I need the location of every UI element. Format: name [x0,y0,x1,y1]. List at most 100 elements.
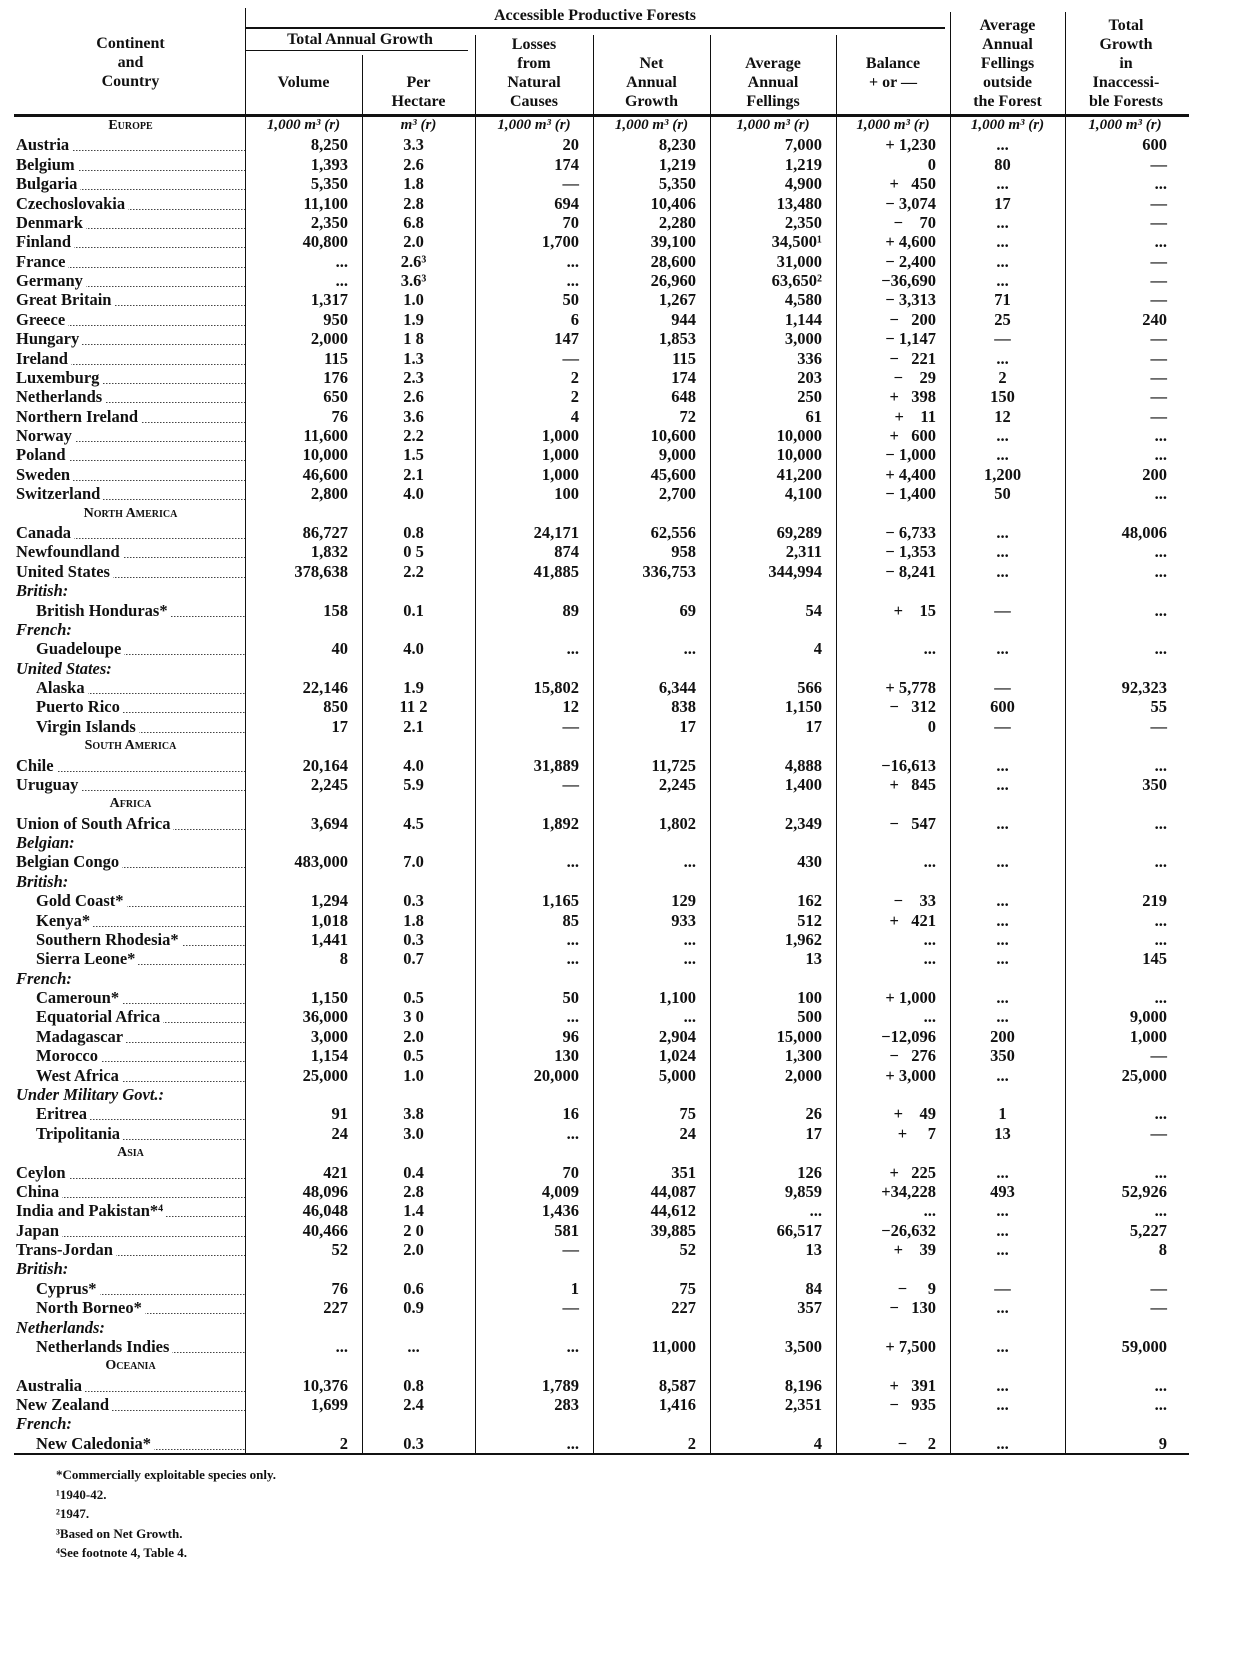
net-growth-cell: 2,700 [658,484,696,504]
country-cell: Equatorial Africa [36,1007,245,1027]
country-cell: Canada [16,522,245,542]
losses-cell: 31,889 [533,755,579,775]
country-name: Alaska [36,678,88,698]
table-row: Switzerland 2,800 4.0 100 2,700 4,100 − 1,400 5… [0,484,1200,504]
balance-cell: −16,613 [881,755,936,775]
header-text: ble Forests [1089,93,1163,110]
balance-cell: + 225 [889,1162,936,1182]
volume-cell: 2,800 [310,484,348,504]
table-row: Puerto Rico 850 11 2 12 838 1,150 − 312 600 55 [0,697,1200,717]
country-cell: Kenya* [36,910,245,930]
country-name: Switzerland [16,484,104,504]
fellings-cell: 8,196 [784,1375,822,1395]
footnote: ⁴See footnote 4, Table 4. [56,1545,188,1560]
volume-cell: 850 [323,697,348,717]
group-row: British: [0,872,1200,891]
volume-cell: 1,441 [310,929,348,949]
column-line [245,8,246,1453]
fellings-cell: 1,400 [784,774,822,794]
outside-fellings-cell: 1 [998,1104,1007,1124]
balance-cell: ... [923,929,936,949]
net-growth-cell: 11,725 [651,755,696,775]
table-row: Eritrea 91 3.8 16 75 26 + 49 1... [0,1104,1200,1124]
balance-cell: + 421 [889,910,936,930]
country-name: Norway [16,426,75,446]
inaccessible-growth-cell: 240 [1142,309,1167,329]
losses-cell: ... [566,639,579,659]
inaccessible-growth-cell: 145 [1142,949,1167,969]
fellings-cell: 63,650² [771,271,822,291]
inaccessible-growth-cell: — [1150,329,1168,349]
outside-fellings-cell: ... [996,813,1009,833]
per-hectare-cell: 0.5 [403,1046,424,1066]
country-name: Finland [16,232,75,252]
per-hectare-cell: 0.9 [403,1298,424,1318]
table-row: Hungary 2,000 1 8 147 1,853 3,000 − 1,147 — — [0,329,1200,349]
balance-cell: 0 [927,154,936,174]
volume-cell: 10,000 [302,445,348,465]
outside-fellings-cell: 50 [994,484,1011,504]
inaccessible-growth-cell: ... [1154,1162,1167,1182]
table-row: New Zealand 1,699 2.4 283 1,416 2,351 − 935...… [0,1395,1200,1415]
fellings-cell: 2,000 [784,1065,822,1085]
losses-cell: ... [566,271,579,291]
table-row: Ireland 115 1.3 — 115 336 − 221... — [0,348,1200,368]
net-growth-cell: 129 [671,891,696,911]
header-text: Balance [865,55,921,72]
losses-cell: — [562,716,580,736]
fellings-cell: 3,000 [784,329,822,349]
outside-fellings-cell: 80 [994,154,1011,174]
volume-cell: 40 [331,639,349,659]
inaccessible-growth-cell: — [1150,271,1168,291]
inaccessible-growth-cell: 219 [1142,891,1167,911]
country-cell: Denmark [16,212,245,232]
balance-cell: + 7 [897,1123,936,1143]
table-row: Norway 11,600 2.2 1,000 10,600 10,000 + 600...… [0,426,1200,446]
inaccessible-growth-cell: — [1150,193,1168,213]
inaccessible-growth-cell: — [1150,716,1168,736]
header-text: Growth [624,93,679,110]
per-hectare-cell: 7.0 [403,852,424,872]
outside-fellings-cell: ... [996,251,1009,271]
country-cell: West Africa [36,1065,245,1085]
country-cell: Bulgaria [16,174,245,194]
country-name: Belgium [16,154,78,174]
outside-fellings-cell: 493 [990,1181,1015,1201]
per-hectare-cell: 3.8 [403,1104,424,1124]
header-volume: Volume [277,74,330,91]
per-hectare-cell: 2.3 [403,367,424,387]
country-name: Belgian Congo [16,852,123,872]
outside-fellings-cell: ... [996,1220,1009,1240]
outside-fellings-cell: 600 [990,697,1015,717]
inaccessible-growth-cell: 5,227 [1129,1220,1167,1240]
fellings-cell: 13 [805,949,823,969]
volume-cell: 5,350 [310,174,348,194]
fellings-cell: 15,000 [776,1026,822,1046]
country-cell: Germany [16,271,245,291]
losses-cell: 4 [570,406,579,426]
fellings-cell: 3,500 [784,1336,822,1356]
fellings-cell: 66,517 [776,1220,822,1240]
outside-fellings-cell: ... [996,1201,1009,1221]
losses-cell: 89 [562,600,580,620]
group-label: British: [16,581,69,601]
net-growth-cell: 1,100 [658,988,696,1008]
fellings-cell: 126 [797,1162,822,1182]
fellings-cell: 500 [797,1007,822,1027]
balance-cell: + 600 [889,426,936,446]
fellings-cell: 100 [797,988,822,1008]
fellings-cell: 31,000 [776,251,822,271]
fellings-cell: 357 [797,1298,822,1318]
unit-label: 1,000 m³ (r) [856,117,930,133]
outside-fellings-cell: ... [996,212,1009,232]
country-cell: Netherlands Indies [36,1336,245,1356]
per-hectare-cell: 2.2 [403,561,424,581]
inaccessible-growth-cell: ... [1154,813,1167,833]
country-cell: Gold Coast* [36,891,245,911]
country-name: Guadeloupe [36,639,125,659]
net-growth-cell: 72 [679,406,697,426]
table-row: Virgin Islands 17 2.1 — 17 17 0 — — [0,716,1200,736]
balance-cell: + 398 [889,387,936,407]
inaccessible-growth-cell: 52,926 [1121,1181,1167,1201]
fellings-cell: 1,300 [784,1046,822,1066]
